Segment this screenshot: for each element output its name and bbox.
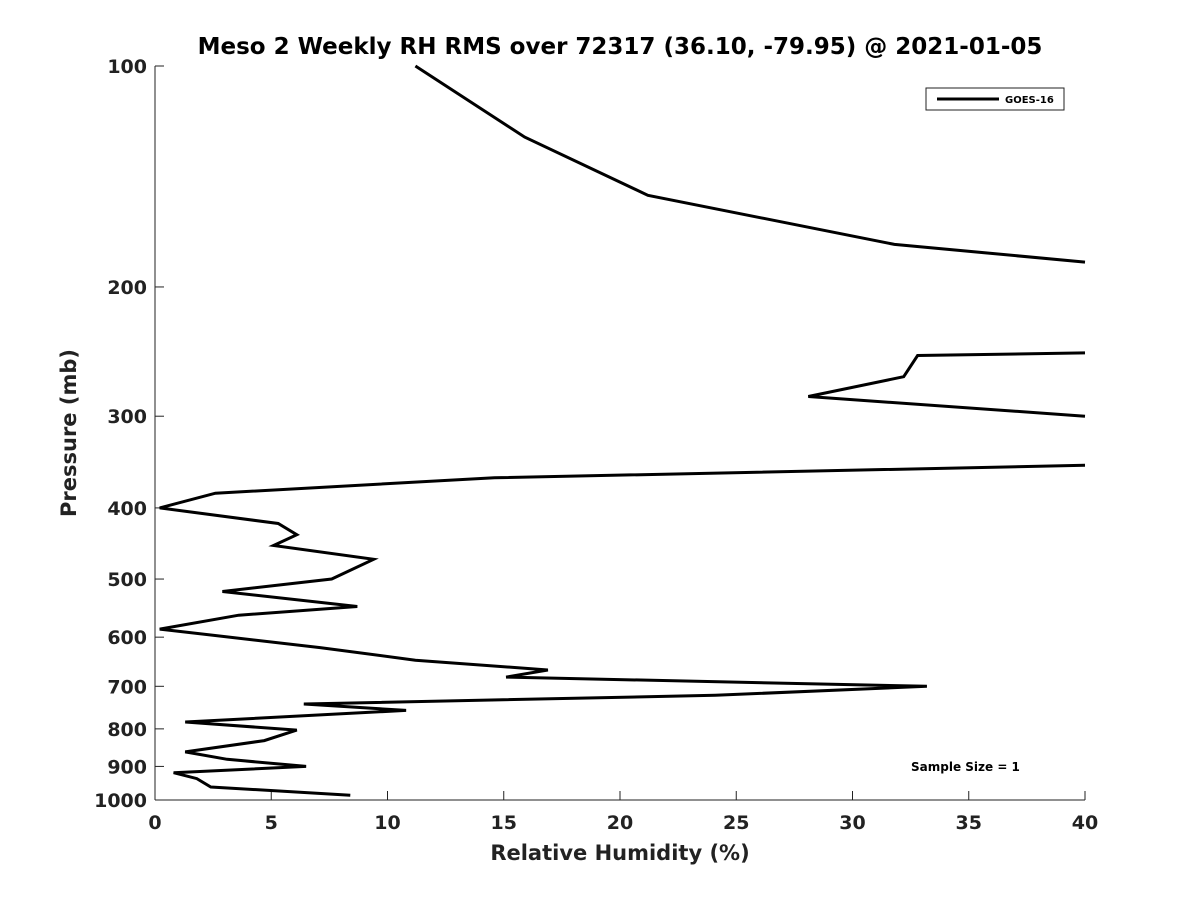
x-tick-label: 25 (723, 812, 749, 834)
x-tick-label: 0 (148, 812, 161, 834)
y-tick-label: 900 (107, 756, 147, 778)
y-tick-label: 1000 (94, 790, 147, 812)
series-line-goes-16 (159, 463, 1086, 797)
series-layer (159, 64, 1086, 797)
y-axis-ticks: 100 200 300 400 500 600 700 800 900 1000 (94, 56, 164, 812)
series-line-goes-16 (414, 64, 1086, 264)
x-tick-label: 40 (1072, 812, 1098, 834)
sample-size-annotation: Sample Size = 1 (911, 760, 1020, 774)
y-tick-label: 200 (107, 277, 147, 299)
y-tick-label: 400 (107, 498, 147, 520)
series-line-goes-16 (807, 351, 1086, 418)
legend-label: GOES-16 (1005, 95, 1054, 106)
x-tick-label: 5 (265, 812, 278, 834)
y-tick-label: 300 (107, 406, 147, 428)
chart-title: Meso 2 Weekly RH RMS over 72317 (36.10, … (198, 34, 1043, 60)
x-axis-ticks: 0 5 10 15 20 25 30 35 40 (148, 791, 1098, 834)
x-tick-label: 15 (491, 812, 517, 834)
y-tick-label: 600 (107, 627, 147, 649)
plot-area (154, 66, 1085, 801)
y-tick-label: 800 (107, 719, 147, 741)
y-tick-label: 700 (107, 676, 147, 698)
x-axis-label: Relative Humidity (%) (490, 841, 749, 865)
y-tick-label: 100 (107, 56, 147, 78)
x-tick-label: 10 (374, 812, 400, 834)
legend: GOES-16 (925, 87, 1065, 111)
x-tick-label: 35 (956, 812, 982, 834)
x-tick-label: 30 (839, 812, 865, 834)
y-tick-label: 500 (107, 569, 147, 591)
x-tick-label: 20 (607, 812, 633, 834)
y-axis-label: Pressure (mb) (57, 349, 81, 517)
